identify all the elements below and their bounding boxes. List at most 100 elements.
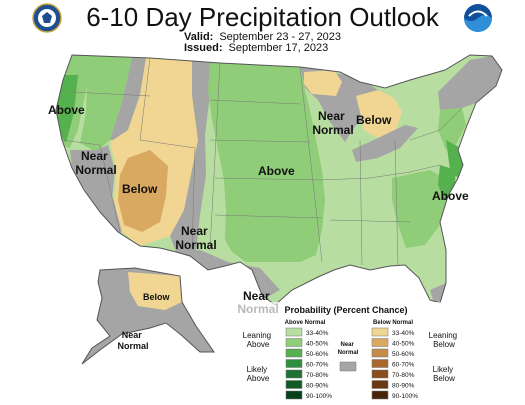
- label-near-normal-texas-line1: Near: [243, 289, 270, 303]
- label-near-normal-great-lakes-line2: Normal: [312, 123, 353, 137]
- label-near-normal-alaska-line1: Near: [122, 330, 143, 340]
- legend-above-swatch-2: [285, 348, 303, 358]
- legend-near-header-line1: Near: [340, 342, 354, 348]
- legend: Probability (Percent Chance) Above Norma…: [238, 302, 464, 402]
- legend-leaning-above: Leaning Above: [243, 331, 274, 349]
- legend-below-column: 33-40% 40-50% 50-60% 60-70% 70-80% 80-90% 90-1…: [371, 327, 418, 400]
- legend-above-range-label-3: 60-70%: [306, 362, 329, 369]
- legend-above-range-label-5: 80-90%: [306, 383, 329, 390]
- legend-below-swatch-3: [371, 359, 389, 368]
- legend-above-swatch-6: [285, 390, 303, 400]
- legend-above-swatch-4: [285, 369, 303, 379]
- label-near-normal-west-line2: Normal: [75, 163, 116, 177]
- nevada-near-normal: [70, 145, 124, 238]
- conus-outline: [55, 54, 503, 306]
- legend-below-range-label-2: 50-60%: [392, 351, 415, 358]
- legend-likely-above-line2: Above: [247, 374, 270, 383]
- legend-likely-below: Likely Below: [433, 365, 456, 383]
- legend-leaning-above-line2: Above: [247, 340, 270, 349]
- mid-atlantic-40-50: [438, 108, 466, 150]
- legend-leaning-below: Leaning Below: [429, 331, 460, 349]
- noaa-commerce-seal-icon: [32, 3, 62, 33]
- valid-value: September 23 - 27, 2023: [219, 31, 342, 43]
- legend-title: Probability (Percent Chance): [284, 305, 407, 315]
- label-near-normal-great-lakes-line1: Near: [318, 109, 345, 123]
- michigan-leaning-below: [356, 90, 402, 138]
- state-boundaries: [61, 57, 463, 266]
- legend-above-swatch-5: [285, 380, 303, 389]
- label-above-plains: Above: [258, 164, 295, 178]
- label-near-normal-southwest-line1: Near: [181, 224, 208, 238]
- issued-line: Issued: September 17, 2023: [184, 42, 328, 54]
- label-above-west: Above: [48, 103, 85, 117]
- legend-above-swatch-1: [285, 338, 303, 347]
- legend-leaning-above-line1: Leaning: [243, 331, 271, 340]
- idaho-near-normal: [110, 58, 146, 140]
- alaska-outline: [81, 267, 215, 365]
- label-near-normal-alaska: Near Normal: [117, 330, 148, 351]
- southeast-40-50: [392, 170, 450, 248]
- label-near-normal-west-line1: Near: [81, 149, 108, 163]
- label-below-alaska: Below: [143, 292, 171, 302]
- legend-above-swatch-0: [285, 327, 303, 337]
- rockies-near-normal: [170, 60, 210, 256]
- issued-value: September 17, 2023: [228, 42, 329, 54]
- label-near-normal-southwest: Near Normal: [175, 224, 216, 252]
- legend-above-range-label-1: 40-50%: [306, 341, 329, 348]
- legend-above-range-label-2: 50-60%: [306, 351, 329, 358]
- issued-label: Issued:: [184, 42, 223, 54]
- valid-label: Valid:: [184, 31, 214, 43]
- legend-below-range-label-0: 33-40%: [392, 330, 415, 337]
- legend-below-header: Below Normal: [373, 320, 413, 326]
- legend-below-swatch-4: [371, 369, 389, 379]
- noaa-logo-icon: [463, 3, 493, 33]
- legend-above-range-label-4: 70-80%: [306, 372, 329, 379]
- legend-leaning-below-line1: Leaning: [429, 331, 457, 340]
- alaska-shading: [82, 268, 214, 364]
- legend-below-swatch-1: [371, 338, 389, 347]
- alaska-leaning-below: [128, 272, 182, 310]
- northwest-40-50: [80, 55, 132, 152]
- legend-below-swatch-2: [371, 348, 389, 358]
- legend-leaning-below-line2: Below: [433, 340, 455, 349]
- label-above-east: Above: [432, 189, 469, 203]
- legend-below-swatch-6: [371, 390, 389, 400]
- ohio-valley-near-normal: [352, 125, 418, 162]
- legend-below-range-label-5: 80-90%: [392, 383, 415, 390]
- legend-background: [238, 302, 464, 402]
- page-title: 6-10 Day Precipitation Outlook: [86, 2, 439, 32]
- conus-shading: [56, 55, 502, 305]
- new-england-near-normal: [438, 56, 502, 110]
- label-below-southwest: Below: [122, 182, 158, 196]
- legend-likely-below-line2: Below: [433, 374, 455, 383]
- valid-line: Valid: September 23 - 27, 2023: [184, 31, 341, 43]
- legend-likely-below-line1: Likely: [433, 365, 453, 374]
- label-near-normal-southwest-line2: Normal: [175, 238, 216, 252]
- legend-above-range-label-0: 33-40%: [306, 330, 329, 337]
- label-below-great-lakes: Below: [356, 113, 392, 127]
- map-labels: Above Near Normal Below Near Normal Abov…: [48, 103, 469, 351]
- legend-below-range-label-1: 40-50%: [392, 341, 415, 348]
- minnesota-leaning-below: [304, 70, 342, 96]
- legend-above-range-label-6: 90-100%: [306, 393, 332, 400]
- legend-above-header: Above Normal: [285, 320, 326, 326]
- legend-below-range-label-6: 90-100%: [392, 393, 418, 400]
- legend-above-swatch-3: [285, 359, 303, 368]
- legend-near-normal-swatch: [339, 361, 357, 372]
- label-near-normal-great-lakes: Near Normal: [312, 109, 353, 137]
- label-near-normal-west: Near Normal: [75, 149, 116, 177]
- legend-likely-above: Likely Above: [247, 365, 270, 383]
- legend-likely-above-line1: Likely: [247, 365, 267, 374]
- header: 6-10 Day Precipitation Outlook Valid: Sep…: [0, 0, 525, 56]
- legend-below-swatch-0: [371, 327, 389, 337]
- legend-below-range-label-4: 70-80%: [392, 372, 415, 379]
- southwest-40-50-below: [118, 150, 168, 232]
- label-near-normal-alaska-line2: Normal: [117, 341, 148, 351]
- plains-40-50-above: [208, 62, 325, 262]
- legend-near-header-line2: Normal: [338, 350, 359, 356]
- legend-above-column: 33-40% 40-50% 50-60% 60-70% 70-80% 80-90% 90-1…: [285, 327, 332, 400]
- legend-below-range-label-3: 60-70%: [392, 362, 415, 369]
- legend-near-header: Near Normal: [338, 342, 359, 356]
- legend-below-swatch-5: [371, 380, 389, 389]
